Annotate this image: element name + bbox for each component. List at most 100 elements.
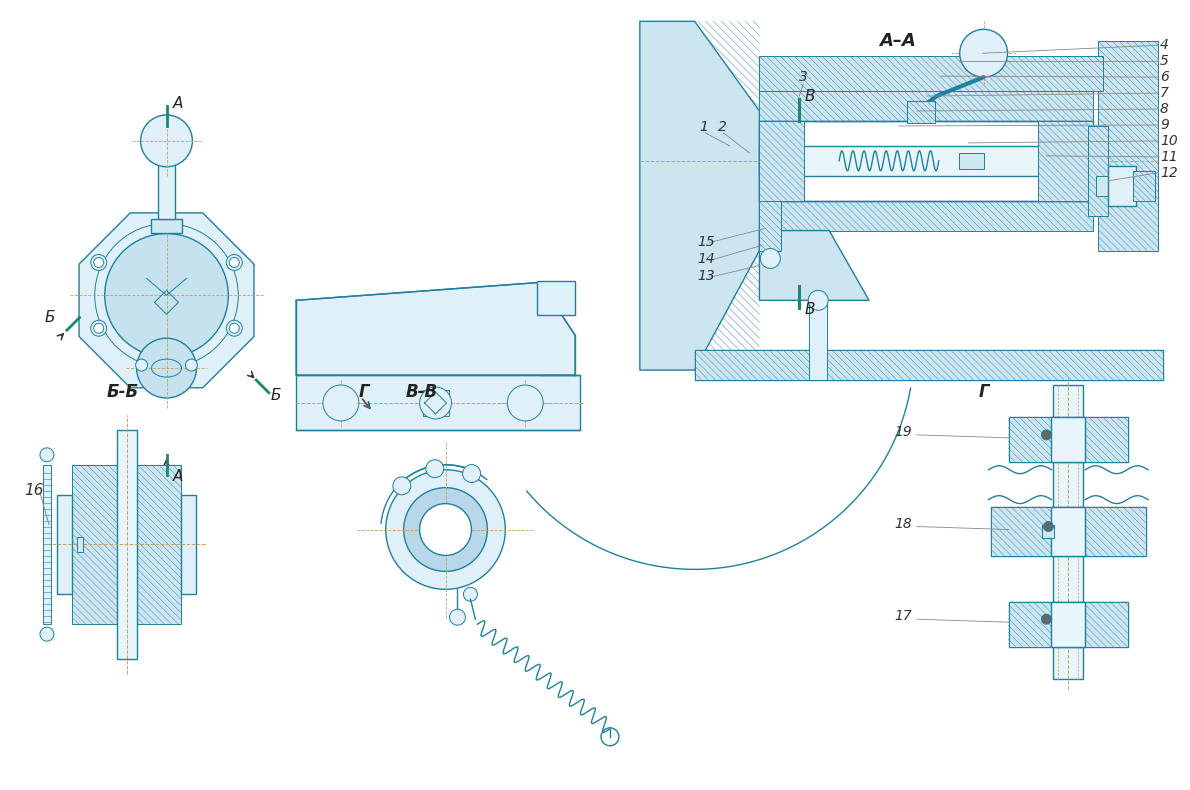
- Text: 9: 9: [1160, 118, 1169, 132]
- Bar: [759, 121, 1094, 201]
- Text: 5: 5: [1160, 55, 1169, 68]
- Text: 18: 18: [894, 517, 912, 531]
- Circle shape: [959, 29, 1008, 77]
- Text: А–А: А–А: [879, 32, 916, 51]
- Text: 4: 4: [1160, 38, 1169, 52]
- Bar: [695, 350, 1163, 380]
- Text: В: В: [804, 303, 815, 318]
- Bar: [1089, 126, 1108, 216]
- Polygon shape: [759, 231, 869, 300]
- Circle shape: [393, 477, 411, 495]
- Bar: [1009, 602, 1128, 646]
- Bar: [1009, 417, 1128, 462]
- Bar: [157, 164, 175, 219]
- Bar: [991, 506, 1146, 556]
- Circle shape: [226, 254, 243, 270]
- Bar: [43, 465, 51, 624]
- Bar: [759, 146, 1098, 175]
- Bar: [991, 506, 1146, 556]
- Text: А: А: [173, 468, 183, 483]
- Circle shape: [94, 258, 104, 268]
- Text: 3: 3: [800, 70, 808, 84]
- Circle shape: [463, 465, 481, 483]
- Text: 11: 11: [1160, 150, 1178, 164]
- Bar: [1052, 417, 1085, 462]
- Bar: [1096, 175, 1136, 196]
- Circle shape: [1041, 615, 1052, 624]
- Bar: [1039, 121, 1094, 201]
- Bar: [137, 465, 181, 624]
- Circle shape: [136, 359, 148, 371]
- Circle shape: [808, 291, 828, 310]
- Circle shape: [420, 387, 451, 419]
- Bar: [907, 101, 935, 123]
- Circle shape: [40, 448, 54, 462]
- Bar: [959, 152, 984, 169]
- Circle shape: [420, 503, 471, 555]
- Text: В-В: В-В: [406, 383, 438, 401]
- Bar: [151, 219, 182, 232]
- Bar: [296, 375, 580, 430]
- Bar: [71, 465, 117, 624]
- Bar: [759, 121, 804, 201]
- Bar: [422, 390, 449, 416]
- Bar: [759, 91, 1094, 121]
- Text: 13: 13: [697, 269, 715, 284]
- Text: Б: Б: [45, 310, 56, 325]
- Text: 12: 12: [1160, 166, 1178, 180]
- Bar: [1108, 166, 1136, 205]
- Bar: [1098, 41, 1158, 250]
- Bar: [1009, 602, 1128, 646]
- Text: 6: 6: [1160, 70, 1169, 84]
- Circle shape: [230, 323, 239, 333]
- Circle shape: [186, 359, 198, 371]
- Bar: [809, 300, 827, 380]
- Text: В: В: [804, 89, 815, 104]
- Circle shape: [507, 385, 543, 421]
- Bar: [1052, 506, 1085, 556]
- Circle shape: [105, 234, 228, 357]
- Circle shape: [90, 320, 107, 337]
- Circle shape: [1041, 430, 1052, 440]
- Bar: [759, 201, 1094, 231]
- Circle shape: [403, 487, 488, 571]
- Circle shape: [94, 323, 104, 333]
- Bar: [57, 495, 71, 594]
- Circle shape: [137, 338, 196, 398]
- Bar: [1052, 602, 1085, 646]
- Bar: [1009, 417, 1128, 462]
- Circle shape: [322, 385, 359, 421]
- Circle shape: [426, 460, 444, 478]
- Circle shape: [40, 627, 54, 641]
- Text: Б-Б: Б-Б: [107, 383, 139, 401]
- Text: 14: 14: [697, 253, 715, 266]
- Circle shape: [226, 320, 243, 337]
- Text: 17: 17: [894, 609, 912, 623]
- Text: 1: 1: [700, 120, 708, 134]
- Polygon shape: [640, 21, 759, 370]
- Circle shape: [463, 587, 477, 601]
- Bar: [537, 281, 575, 315]
- Text: 15: 15: [697, 235, 715, 249]
- Text: 16: 16: [24, 483, 44, 498]
- Text: А: А: [173, 96, 183, 111]
- Bar: [1053, 385, 1083, 679]
- Bar: [695, 350, 1163, 380]
- Bar: [759, 131, 782, 250]
- Bar: [759, 56, 1103, 91]
- Text: 19: 19: [894, 425, 912, 439]
- Bar: [181, 495, 196, 594]
- Circle shape: [90, 254, 107, 270]
- Bar: [1133, 171, 1155, 201]
- Bar: [117, 430, 137, 659]
- Text: 8: 8: [1160, 102, 1169, 116]
- Text: Б: Б: [270, 388, 281, 403]
- Text: 2: 2: [718, 120, 726, 134]
- Bar: [1042, 525, 1054, 539]
- Polygon shape: [296, 282, 575, 375]
- Circle shape: [140, 115, 193, 167]
- Circle shape: [450, 609, 465, 625]
- Circle shape: [1044, 521, 1053, 532]
- Circle shape: [230, 258, 239, 268]
- Text: Г: Г: [978, 383, 989, 401]
